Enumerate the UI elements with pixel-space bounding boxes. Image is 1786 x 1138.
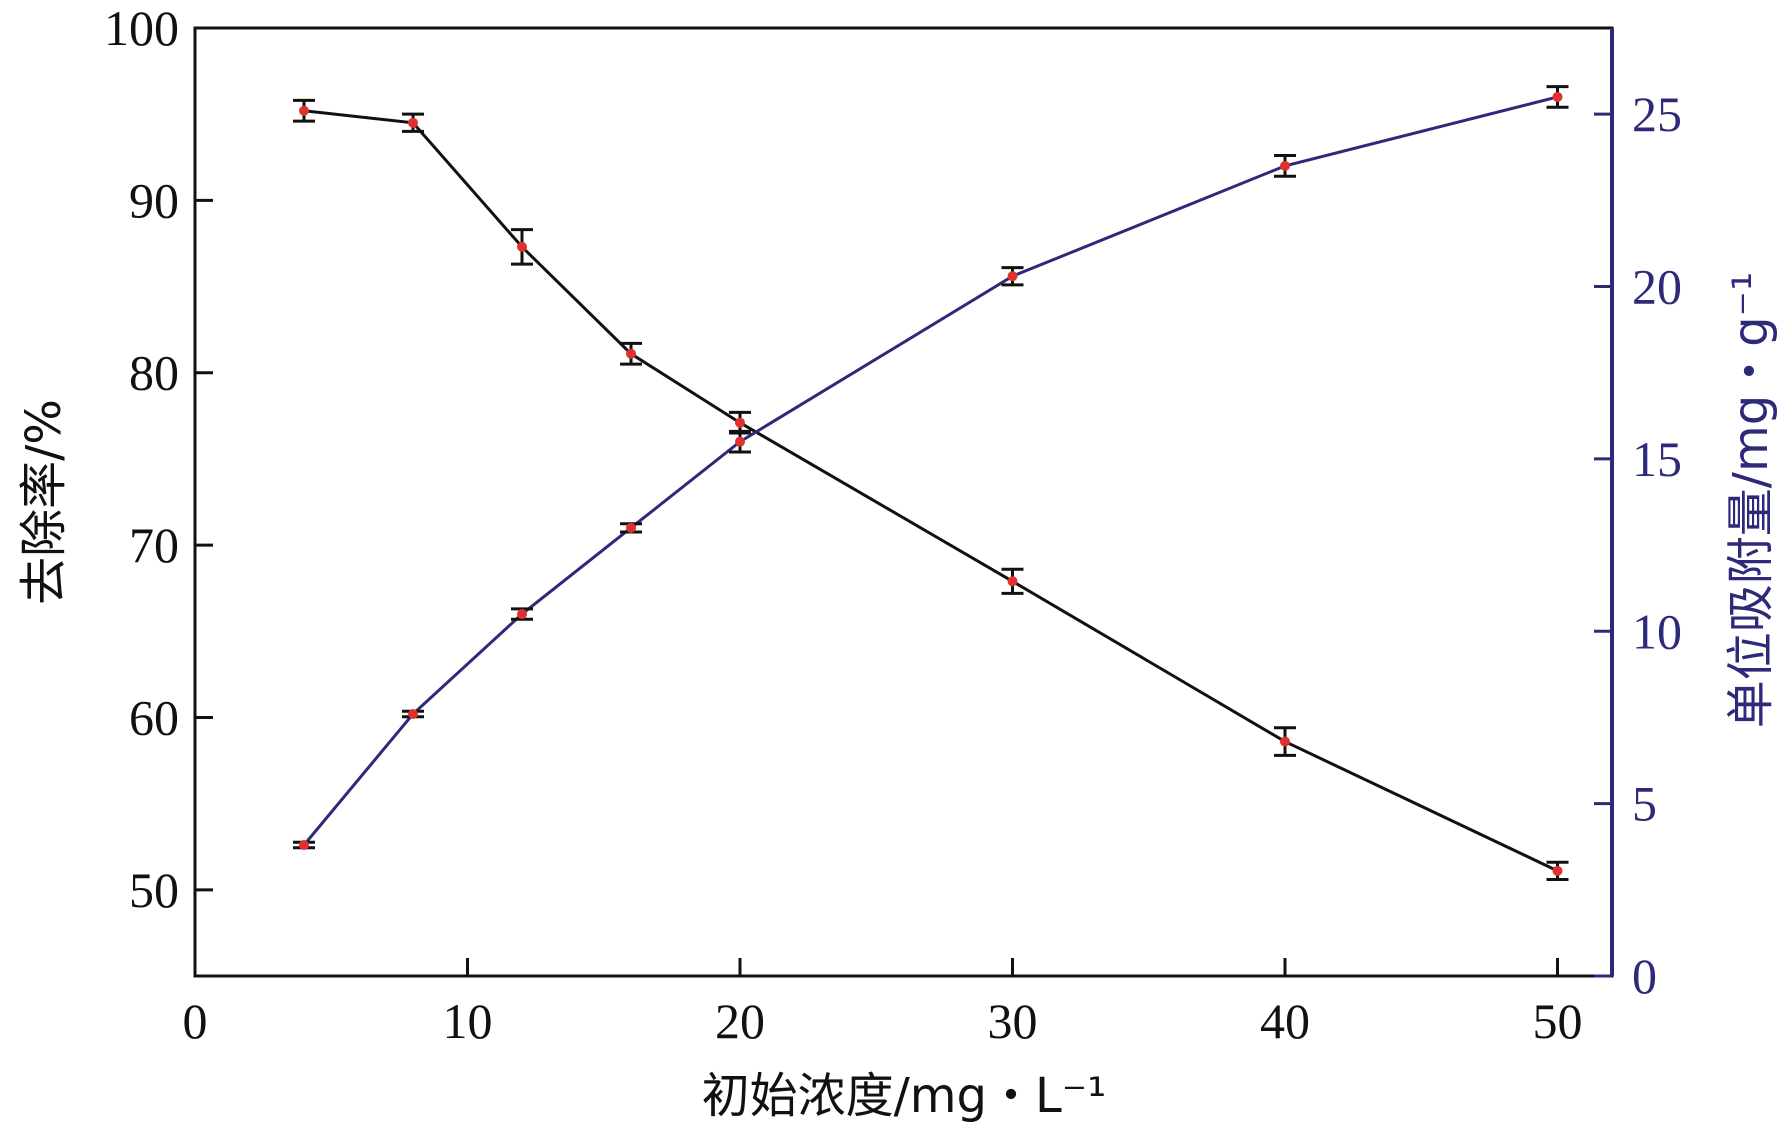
- data-point: [1280, 736, 1290, 747]
- data-point: [626, 522, 636, 533]
- y-axis-right-title: 单位吸附量/mg・g⁻¹: [1723, 272, 1779, 728]
- data-point: [1280, 160, 1290, 171]
- series-left-line: [303, 109, 1559, 873]
- y-left-tick-label: 70: [129, 517, 179, 573]
- y-left-tick-label: 50: [129, 862, 179, 918]
- y-right-tick-label: 25: [1632, 86, 1682, 142]
- data-point: [735, 417, 745, 428]
- y-right-tick-label: 20: [1632, 259, 1682, 315]
- data-point: [1552, 91, 1563, 102]
- series-right-line: [302, 95, 1558, 846]
- data-point: [1552, 865, 1563, 876]
- plot-frame: [193, 26, 1614, 978]
- x-axis-title: 初始浓度/mg・L⁻¹: [702, 1068, 1107, 1124]
- series-layer: [293, 85, 1569, 881]
- y-left-tick-label: 100: [104, 0, 179, 56]
- x-tick-label: 50: [1533, 993, 1583, 1049]
- data-point: [1007, 271, 1018, 282]
- data-point: [735, 436, 745, 447]
- data-point: [1007, 576, 1018, 587]
- y-right-tick-label: 5: [1632, 776, 1657, 832]
- y-right-tick-label: 15: [1632, 431, 1682, 487]
- y-left-tick-label: 80: [129, 345, 179, 401]
- ticks-layer: 0 10 20 30 40 50 50 60 70 80 90 100 0 5 10 15 20 25: [104, 0, 1682, 1049]
- x-tick-label: 40: [1260, 993, 1310, 1049]
- data-point: [299, 840, 309, 851]
- data-point: [299, 105, 309, 116]
- data-point: [408, 117, 418, 128]
- y-left-tick-label: 60: [129, 689, 179, 745]
- data-point: [517, 609, 527, 620]
- data-point: [408, 709, 418, 720]
- y-left-tick-label: 90: [129, 172, 179, 228]
- x-tick-label: 30: [988, 993, 1038, 1049]
- y-right-tick-label: 0: [1632, 948, 1657, 1004]
- data-point: [626, 348, 636, 359]
- y-right-tick-label: 10: [1632, 603, 1682, 659]
- x-tick-label: 20: [715, 993, 765, 1049]
- y-axis-left-title: 去除率/%: [16, 399, 72, 605]
- x-tick-label: 10: [443, 993, 493, 1049]
- data-point: [517, 241, 527, 252]
- x-tick-label: 0: [183, 993, 208, 1049]
